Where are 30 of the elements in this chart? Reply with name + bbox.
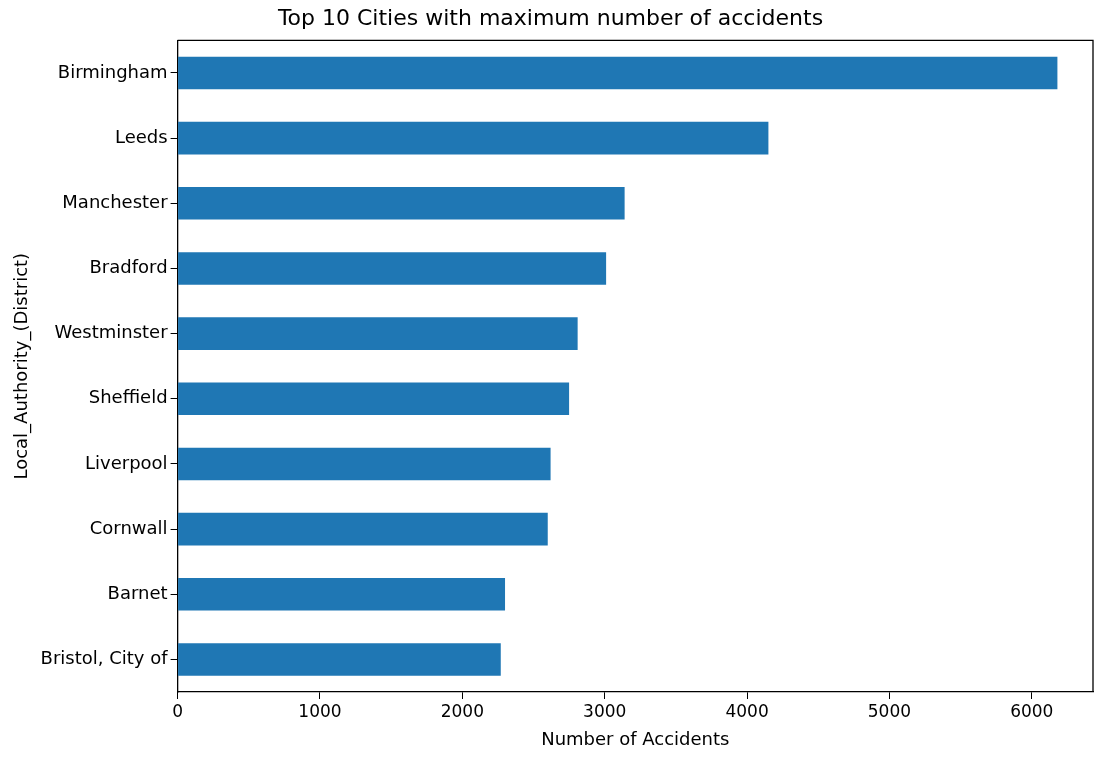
chart-title: Top 10 Cities with maximum number of accidents bbox=[276, 4, 824, 30]
y-tick-label: Liverpool bbox=[84, 451, 168, 473]
y-tick-label: Birmingham bbox=[57, 60, 168, 82]
y-axis-title: Local_Authority_(District) bbox=[10, 252, 33, 480]
y-tick-label: Barnet bbox=[107, 581, 168, 603]
bar bbox=[178, 121, 769, 155]
bar bbox=[178, 252, 607, 285]
x-tick-label: 0 bbox=[172, 700, 184, 721]
bar bbox=[178, 382, 570, 416]
y-tick-label: Sheffield bbox=[88, 386, 168, 408]
x-tick-label: 3000 bbox=[583, 700, 627, 721]
bar bbox=[178, 643, 501, 676]
x-axis-title: Number of Accidents bbox=[541, 727, 730, 749]
y-tick-label: Bradford bbox=[89, 256, 168, 278]
x-tick-label: 5000 bbox=[867, 700, 912, 721]
y-tick-label: Westminster bbox=[54, 321, 169, 343]
bar bbox=[178, 577, 506, 611]
x-tick-label: 4000 bbox=[725, 700, 769, 721]
x-tick-label: 6000 bbox=[1010, 700, 1054, 721]
x-tick-label: 2000 bbox=[440, 700, 484, 721]
bar bbox=[178, 56, 1058, 90]
x-tick-label: 1000 bbox=[298, 700, 342, 721]
y-tick-label: Leeds bbox=[114, 125, 168, 147]
bar bbox=[178, 447, 551, 481]
y-tick-label: Cornwall bbox=[89, 516, 168, 538]
bar bbox=[178, 187, 625, 220]
bar bbox=[178, 512, 548, 546]
y-tick-label: Manchester bbox=[62, 190, 169, 212]
y-tick-label: Bristol, City of bbox=[40, 647, 169, 669]
bar bbox=[178, 317, 578, 350]
